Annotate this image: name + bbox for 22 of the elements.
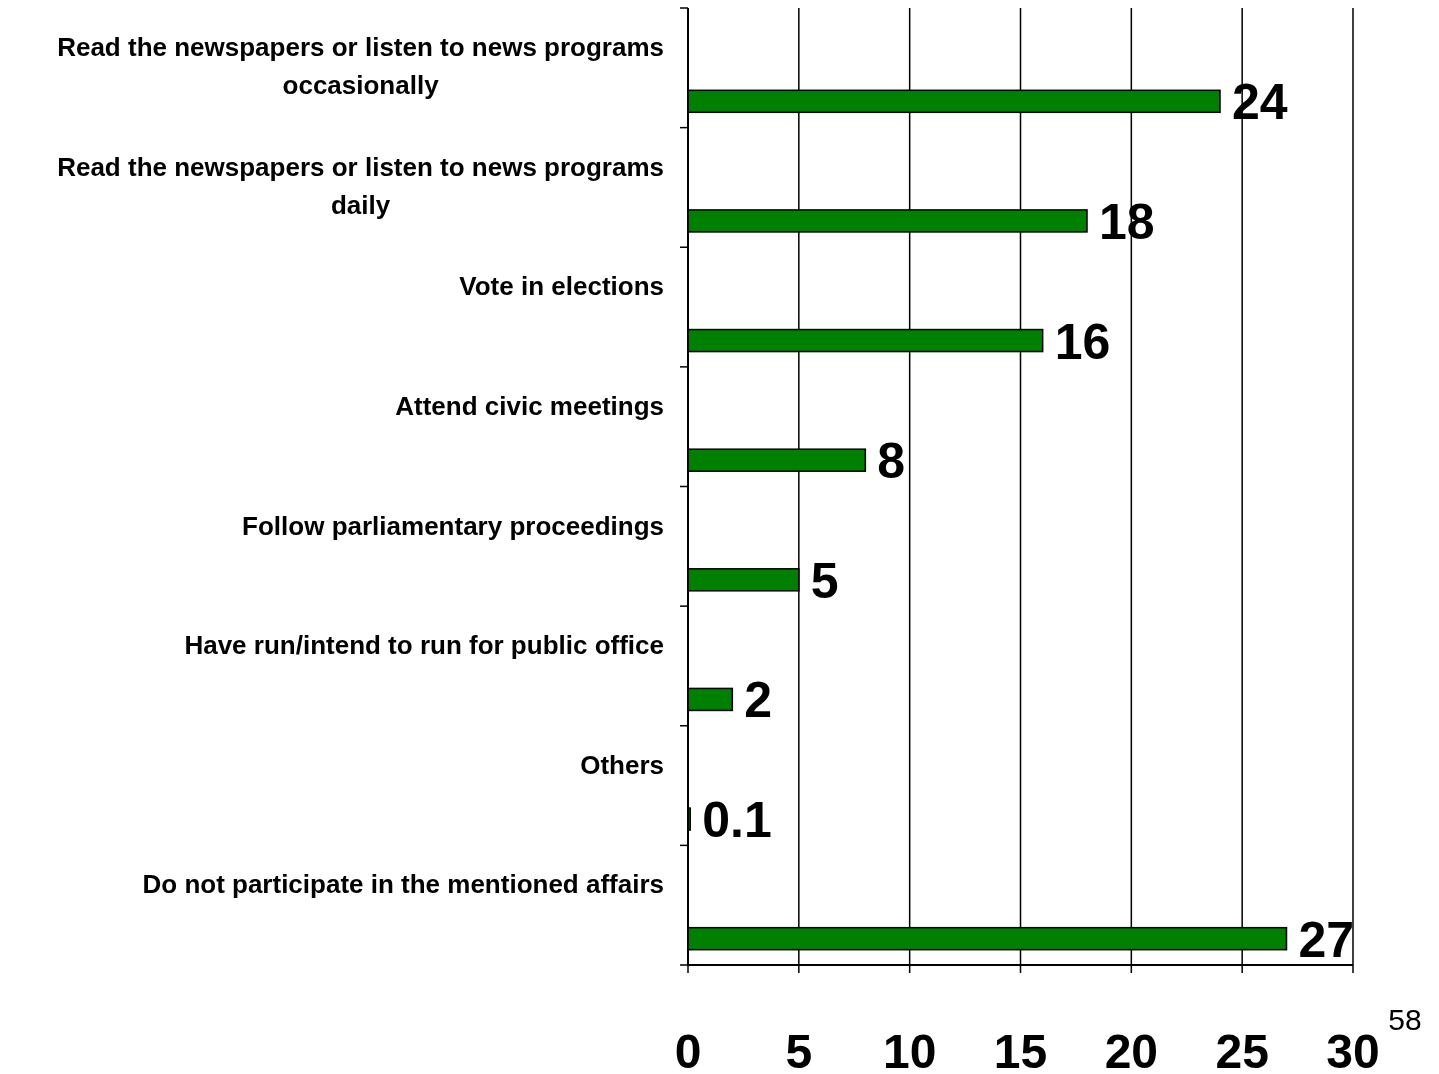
y-tick-label: Read the newspapers or listen to news programs daily [57,151,664,220]
data-label: 16 [1054,313,1111,370]
x-tick-label: 0 [674,1025,702,1074]
text: 58 [1388,1003,1422,1036]
x-tick-label: 5 [785,1025,813,1074]
x-tick-label: 10 [882,1025,937,1074]
x-tick-label: 20 [1104,1025,1159,1074]
y-tick-label: Read the newspapers or listen to news programs occasionally [57,32,664,100]
data-label: 5 [810,552,839,609]
data-label: 27 [1298,911,1355,968]
y-tick-label: Have run/intend to run for public office [184,630,665,661]
y-tick-label: Others [580,749,665,780]
data-label: 8 [877,433,906,490]
x-tick-label: 25 [1215,1025,1269,1074]
x-tick-label: 30 [1326,1025,1380,1074]
data-label: 0.1 [702,792,772,849]
y-tick-label: Follow parliamentary proceedings [242,510,665,541]
y-tick-label: Attend civic meetings [395,390,664,421]
x-tick-label: 15 [993,1025,1048,1074]
data-label: 2 [744,672,773,729]
y-tick-label: Vote in elections [459,271,665,302]
y-tick-label: Do not participate in the mentioned affairs [142,869,664,900]
